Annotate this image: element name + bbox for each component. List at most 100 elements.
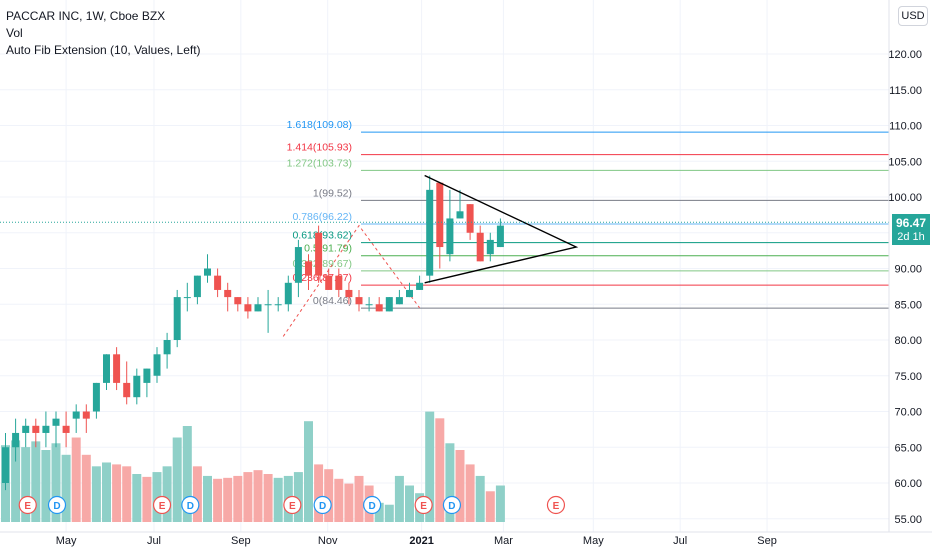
volume-bar [172,437,182,522]
marker-circle [152,495,172,515]
marker-circle [546,495,566,515]
candle-body [123,382,131,398]
candle [284,275,292,312]
marker-text: E [553,501,560,512]
candle-body [32,425,40,433]
volume-bar [293,472,303,522]
volume-bar [253,470,263,522]
volume-bar [142,476,152,522]
marker-text: D [187,501,194,512]
marker-circle [283,495,302,515]
volume-indicator-label[interactable]: Vol [6,26,23,40]
time-tick-label: Mar [494,535,513,547]
volume-bar [71,437,81,522]
candle [163,332,171,369]
candle [496,218,504,248]
candle [82,404,90,433]
candle [153,347,161,383]
volume-bar [405,485,414,522]
dividend-marker[interactable]: D [363,495,382,515]
chart-legend: PACCAR INC, 1W, Cboe BZX Vol Auto Fib Ex… [6,8,201,59]
candle [12,418,20,462]
marker-text: E [289,501,296,512]
candle-body [264,304,272,306]
candle [305,254,312,290]
candle [214,268,222,298]
candle-body [113,354,121,383]
candle [294,239,302,298]
fib-level-label: 0.618(93.62) [292,230,352,242]
volume-bar [384,504,394,522]
volume-bar [394,475,404,522]
price-tick-label: 85.00 [894,299,922,311]
candle [92,382,100,419]
dividend-marker[interactable]: D [47,495,67,515]
earnings-marker[interactable]: E [283,495,302,515]
candle-body [12,432,20,448]
candle-body [486,239,494,255]
candle [406,282,413,298]
currency-button[interactable]: USD [898,6,928,26]
volume-bar [182,426,192,522]
marker-text: D [448,501,455,512]
marker-text: E [24,501,31,512]
candle [486,232,494,262]
candle-body [52,418,60,426]
volume-bar [465,464,475,522]
candle [72,404,80,433]
price-tick-label: 55.00 [894,514,922,526]
bar-countdown: 2d 1h [897,231,925,243]
fib-level-label: 1.618(109.08) [287,119,352,131]
price-tick-label: 90.00 [894,264,922,276]
candle [426,175,434,283]
fib-indicator-label[interactable]: Auto Fib Extension (10, Values, Left) [6,43,201,57]
volume-bar [324,469,334,522]
volume-bar [81,454,91,522]
candle [315,225,323,283]
candle-body [193,275,201,298]
candle-body [133,375,141,398]
volume-bar [192,466,202,522]
price-tick-label: 70.00 [894,407,922,419]
earnings-marker[interactable]: E [18,495,37,515]
dividend-marker[interactable]: D [181,495,200,515]
candle-body [375,304,383,312]
fib-level-label: 1(99.52) [313,187,352,199]
dividend-marker[interactable]: D [442,495,462,515]
candle [204,254,211,283]
earnings-marker[interactable]: E [152,495,172,515]
candle-body [82,411,90,419]
candle-body [22,425,30,433]
volume-bar [132,474,142,522]
candle [173,289,181,348]
price-tick-label: 65.00 [894,442,922,454]
candle [476,225,484,262]
earnings-marker[interactable]: E [414,495,433,515]
fib-level-label: 0(84.46) [313,295,352,307]
earnings-marker[interactable]: E [546,495,566,515]
fib-anchor-line [282,224,421,337]
candle [103,354,110,391]
marker-circle [313,495,332,515]
candle-body [284,282,292,305]
time-tick-label: May [56,535,77,547]
candle [385,297,393,312]
candle-body [446,218,454,255]
candle [254,297,262,312]
volume-bar [203,475,212,522]
candle [456,189,464,219]
candle [244,297,252,319]
fib-level-label: 0.5(91.79) [304,243,352,255]
volume-bar [223,477,233,522]
symbol-title[interactable]: PACCAR INC, 1W, Cboe BZX [6,9,166,23]
candle [2,432,9,491]
dividend-marker[interactable]: D [313,495,332,515]
time-tick-label: Jul [673,535,687,547]
candle [62,411,70,448]
candle [365,297,373,312]
candle-body [204,268,211,276]
price-tick-label: 100.00 [888,192,922,204]
marker-text: D [53,501,60,512]
